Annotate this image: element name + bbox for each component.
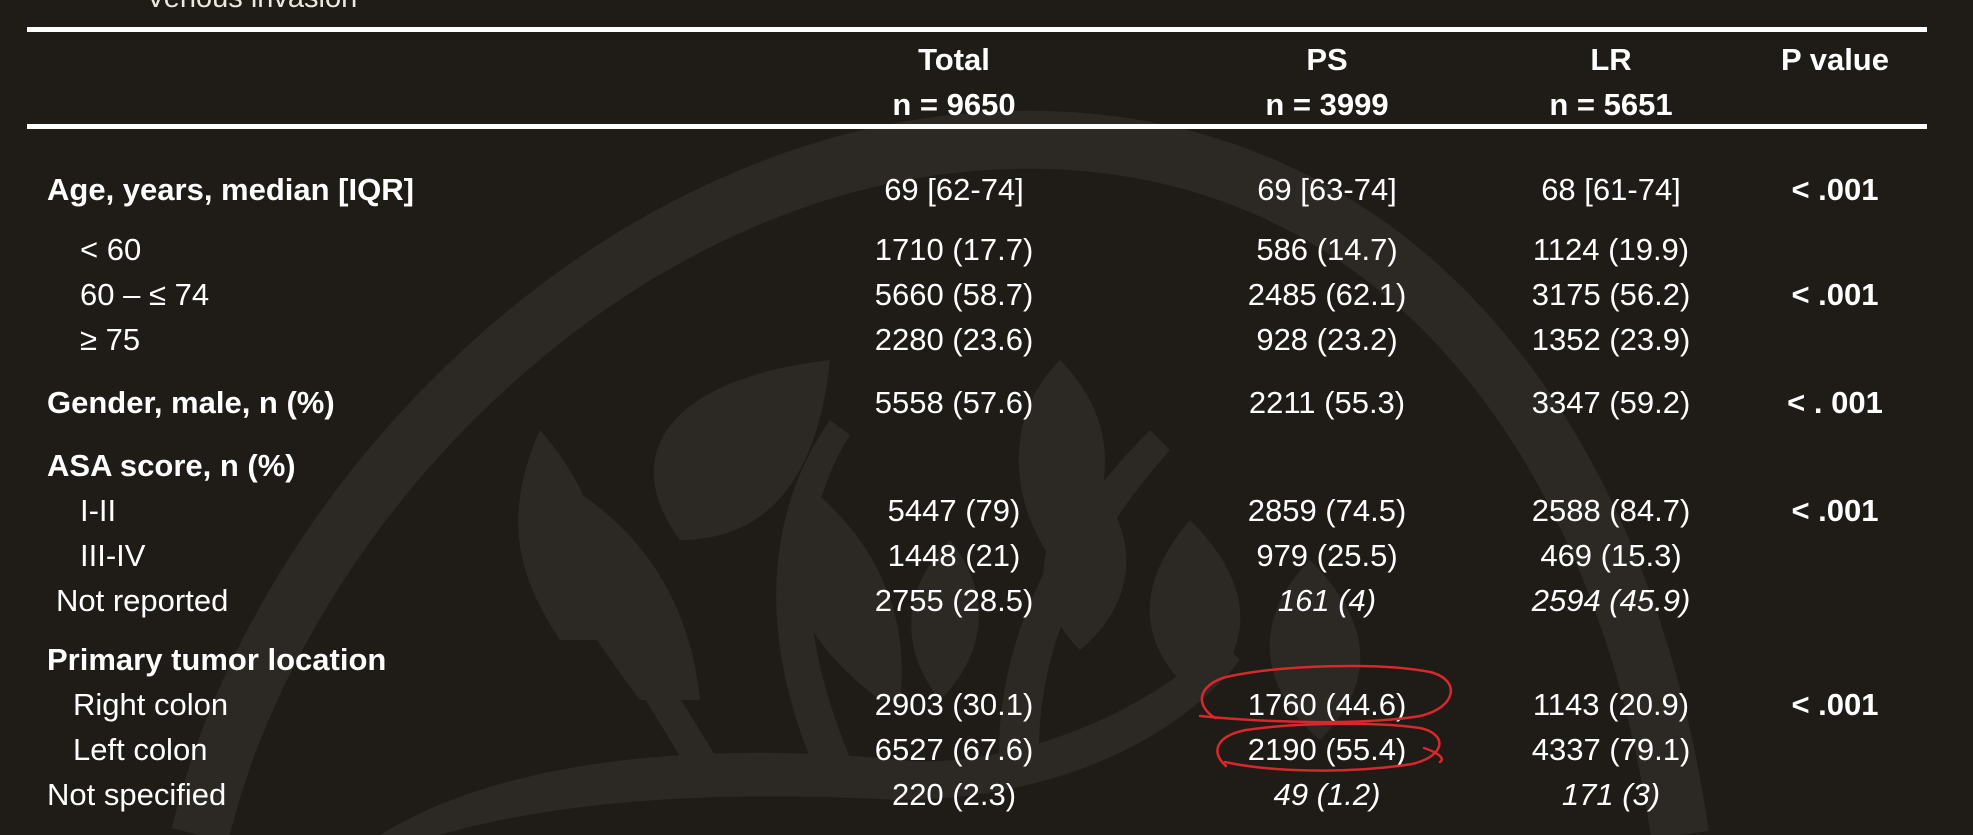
cell-total-not-specified: 220 (2.3) <box>891 777 1017 812</box>
cut-off-row-label: Venous invasion <box>146 0 357 15</box>
cell-p-60-74: < .001 <box>1791 277 1879 312</box>
cell-ps-75-plus: 928 (23.2) <box>1256 322 1398 357</box>
cell-lr-asa-1-2: 2588 (84.7) <box>1531 493 1691 528</box>
row-label-asa: ASA score, n (%) <box>47 448 296 483</box>
cell-total-left-colon: 6527 (67.6) <box>874 732 1034 767</box>
row-label-75-plus: ≥ 75 <box>80 322 141 357</box>
header-total-n: n = 9650 <box>892 87 1016 122</box>
cell-total-60-74: 5660 (58.7) <box>874 277 1034 312</box>
cell-total-asa-1-2: 5447 (79) <box>887 493 1021 528</box>
header-lr: LR n = 5651 <box>1476 37 1746 127</box>
cell-total-under-60: 1710 (17.7) <box>874 232 1034 267</box>
cell-ps-age: 69 [63-74] <box>1257 172 1397 207</box>
cell-lr-age: 68 [61-74] <box>1541 172 1681 207</box>
cell-total-asa-not-reported: 2755 (28.5) <box>874 583 1034 618</box>
table-header-rule <box>27 124 1927 129</box>
header-pvalue-title: P value <box>1780 42 1889 77</box>
row-label-asa-not-reported: Not reported <box>56 583 229 618</box>
row-label-60-74: 60 – ≤ 74 <box>80 277 210 312</box>
header-ps-n: n = 3999 <box>1265 87 1389 122</box>
cell-ps-gender: 2211 (55.3) <box>1248 385 1406 420</box>
row-label-asa-3-4: III-IV <box>80 538 146 573</box>
row-label-right-colon: Right colon <box>73 687 229 722</box>
cell-p-age: < .001 <box>1791 172 1879 207</box>
cell-ps-not-specified: 49 (1.2) <box>1273 777 1381 812</box>
cell-ps-asa-1-2: 2859 (74.5) <box>1247 493 1407 528</box>
cell-lr-asa-not-reported: 2594 (45.9) <box>1531 583 1691 618</box>
header-ps-title: PS <box>1306 42 1348 77</box>
row-label-under-60: < 60 <box>80 232 142 267</box>
table-top-rule <box>27 27 1927 32</box>
header-ps: PS n = 3999 <box>1192 37 1462 127</box>
cell-lr-gender: 3347 (59.2) <box>1531 385 1691 420</box>
cell-ps-right-colon: 1760 (44.6) <box>1247 687 1407 722</box>
cell-total-asa-3-4: 1448 (21) <box>887 538 1021 573</box>
row-label-gender: Gender, male, n (%) <box>47 385 335 420</box>
cell-lr-not-specified: 171 (3) <box>1561 777 1661 812</box>
cell-lr-under-60: 1124 (19.9) <box>1532 232 1690 267</box>
row-label-left-colon: Left colon <box>73 732 208 767</box>
cell-total-age: 69 [62-74] <box>884 172 1024 207</box>
cell-ps-under-60: 586 (14.7) <box>1256 232 1398 267</box>
cell-lr-left-colon: 4337 (79.1) <box>1531 732 1691 767</box>
cell-lr-right-colon: 1143 (20.9) <box>1532 687 1690 722</box>
cell-total-75-plus: 2280 (23.6) <box>874 322 1034 357</box>
cell-lr-60-74: 3175 (56.2) <box>1531 277 1691 312</box>
row-label-age: Age, years, median [IQR] <box>47 172 414 207</box>
cell-ps-asa-not-reported: 161 (4) <box>1277 583 1377 618</box>
row-label-asa-1-2: I-II <box>80 493 117 528</box>
cell-total-gender: 5558 (57.6) <box>874 385 1034 420</box>
header-lr-n: n = 5651 <box>1549 87 1673 122</box>
header-total-title: Total <box>918 42 990 77</box>
header-total: Total n = 9650 <box>819 37 1089 127</box>
cell-total-right-colon: 2903 (30.1) <box>874 687 1034 722</box>
header-lr-title: LR <box>1590 42 1632 77</box>
header-pvalue: P value <box>1720 37 1950 82</box>
cell-p-asa-1-2: < .001 <box>1791 493 1879 528</box>
cell-lr-asa-3-4: 469 (15.3) <box>1540 538 1682 573</box>
cell-p-gender: < . 001 <box>1787 385 1883 420</box>
cell-p-right-colon: < .001 <box>1791 687 1879 722</box>
cell-ps-left-colon: 2190 (55.4) <box>1247 732 1407 767</box>
cell-ps-60-74: 2485 (62.1) <box>1247 277 1407 312</box>
row-label-not-specified: Not specified <box>47 777 227 812</box>
cell-lr-75-plus: 1352 (23.9) <box>1531 322 1691 357</box>
cell-ps-asa-3-4: 979 (25.5) <box>1256 538 1398 573</box>
row-label-tumor-location: Primary tumor location <box>47 642 387 677</box>
